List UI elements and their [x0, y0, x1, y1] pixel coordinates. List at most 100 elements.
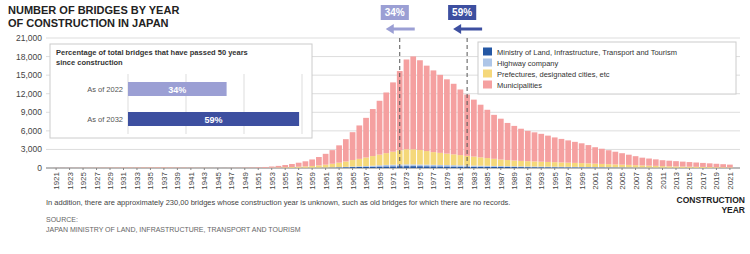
- bar-segment: [532, 161, 538, 166]
- bar-segment: [592, 147, 598, 163]
- bar-segment: [336, 163, 342, 167]
- bar-segment: [208, 167, 214, 168]
- bar-segment: [437, 165, 443, 166]
- bar-segment: [559, 167, 565, 168]
- bar-segment: [134, 167, 140, 168]
- bar-segment: [161, 167, 167, 168]
- y-tick-label: 18,000: [16, 52, 42, 62]
- bar-segment: [188, 167, 194, 168]
- bar-segment: [343, 139, 349, 161]
- bar-segment: [80, 167, 86, 168]
- bar-segment: [107, 167, 113, 168]
- x-tick: [702, 168, 703, 170]
- bar-segment: [431, 70, 437, 152]
- bar-segment: [599, 167, 605, 168]
- chart: NUMBER OF BRIDGES BY YEAROF CONSTRUCTION…: [0, 0, 750, 254]
- x-tick-label: 1929: [106, 171, 115, 189]
- y-tick-label: 6,000: [21, 126, 43, 136]
- bar-segment: [262, 167, 268, 168]
- x-tick-label: 2001: [591, 171, 600, 189]
- bar-segment: [538, 162, 544, 167]
- x-tick-label: 1977: [429, 171, 438, 189]
- x-tick: [123, 168, 124, 170]
- bar-segment: [262, 166, 268, 168]
- bar-segment: [249, 167, 255, 168]
- bar-segment: [148, 167, 154, 168]
- bar-segment: [714, 164, 720, 167]
- source: SOURCE:: [46, 216, 78, 223]
- bar-segment: [579, 167, 585, 168]
- x-tick: [150, 168, 151, 170]
- bar-segment: [478, 166, 484, 167]
- y-tick-label: 3,000: [21, 144, 43, 154]
- legend-swatch: [483, 48, 492, 56]
- bar-segment: [343, 167, 349, 168]
- x-tick: [56, 168, 57, 170]
- bar-segment: [646, 159, 652, 166]
- x-tick: [419, 168, 420, 170]
- x-tick-label: 2013: [672, 171, 681, 189]
- bar-segment: [201, 167, 207, 168]
- bar-segment: [666, 167, 672, 168]
- bar-segment: [693, 162, 699, 166]
- bar-segment: [228, 167, 234, 168]
- bar-segment: [242, 167, 248, 168]
- bar-segment: [579, 143, 585, 163]
- bar-segment: [94, 167, 100, 168]
- annotation-label: 34%: [385, 7, 405, 18]
- bar-segment: [458, 155, 464, 165]
- bar-segment: [424, 165, 430, 167]
- bar-segment: [60, 167, 66, 168]
- bar-segment: [363, 157, 369, 166]
- bar-segment: [370, 156, 376, 166]
- x-tick: [433, 168, 434, 170]
- bar-segment: [134, 167, 140, 168]
- bar-segment: [673, 167, 679, 168]
- bar-segment: [673, 167, 679, 168]
- bar-segment: [552, 162, 558, 167]
- bar-segment: [356, 125, 362, 158]
- x-tick: [69, 168, 70, 170]
- bar-segment: [727, 167, 733, 168]
- bar-segment: [545, 162, 551, 167]
- bar-segment: [565, 167, 571, 168]
- bar-segment: [693, 167, 699, 168]
- x-tick: [460, 168, 461, 170]
- bar-segment: [73, 167, 79, 168]
- bar-segment: [188, 167, 194, 168]
- bar-segment: [148, 167, 154, 168]
- bar-segment: [242, 167, 248, 168]
- bar-segment: [262, 167, 268, 168]
- bar-segment: [121, 167, 127, 168]
- bar-segment: [458, 89, 464, 155]
- x-axis-label: CONSTRUCTION: [677, 195, 745, 205]
- bar-segment: [154, 167, 160, 168]
- x-tick: [393, 168, 394, 170]
- x-tick: [581, 168, 582, 170]
- bar-segment: [350, 167, 356, 168]
- bar-segment: [707, 167, 713, 168]
- bar-segment: [73, 167, 79, 168]
- legend-entry: Municipalities: [497, 81, 542, 90]
- bar-segment: [417, 60, 423, 150]
- inset-data-label: 34%: [168, 85, 186, 95]
- bar-segment: [282, 167, 288, 168]
- x-tick-label: 1959: [308, 171, 317, 189]
- bar-segment: [633, 156, 639, 165]
- bar-segment: [714, 167, 720, 168]
- bar-segment: [228, 167, 234, 168]
- x-tick: [446, 168, 447, 170]
- y-tick-label: 9,000: [21, 107, 43, 117]
- bar-segment: [572, 167, 578, 168]
- bar-segment: [612, 164, 618, 167]
- legend-box: [478, 42, 736, 94]
- bar-segment: [498, 160, 504, 167]
- bar-segment: [188, 167, 194, 168]
- bar-segment: [390, 152, 396, 165]
- x-tick-label: 1955: [281, 171, 290, 189]
- grid: [46, 38, 740, 168]
- bar-segment: [255, 167, 261, 168]
- x-tick: [217, 168, 218, 170]
- bar-segment: [410, 166, 416, 168]
- y-tick-label: 0: [37, 163, 42, 173]
